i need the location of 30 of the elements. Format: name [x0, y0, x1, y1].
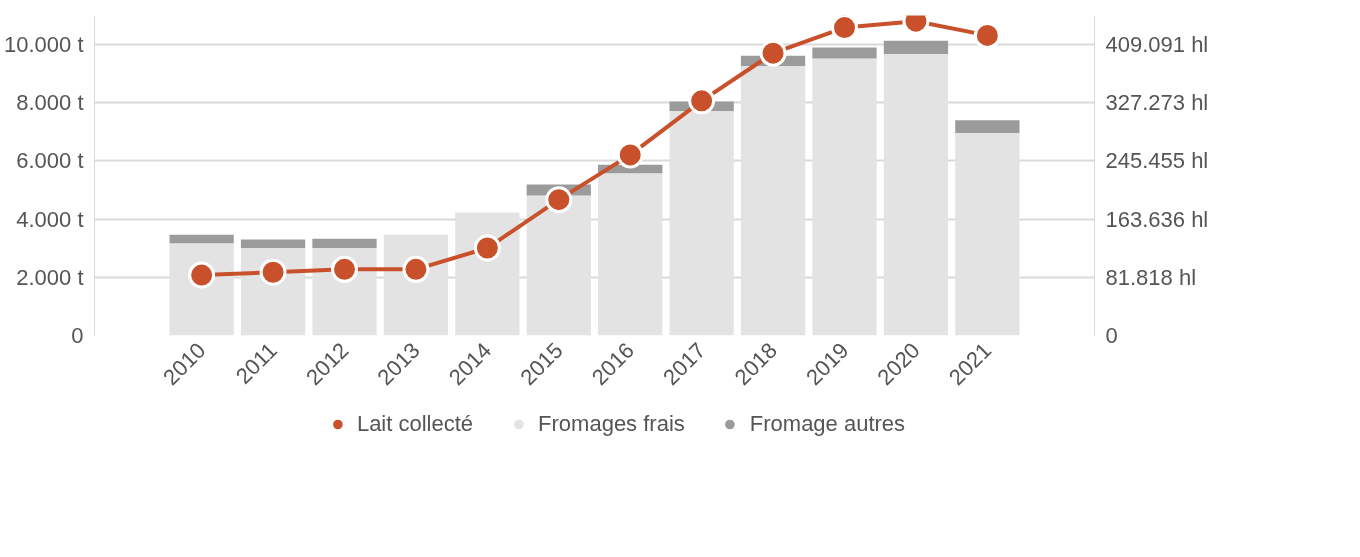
bar [312, 238, 377, 248]
point [473, 234, 501, 262]
y2-tick-label: 81.818 hl [1105, 264, 1197, 290]
bar [955, 120, 1020, 134]
y2-tick-label: 409.091 hl [1105, 32, 1209, 58]
y-tick-label: 2.000 t [16, 264, 84, 290]
point [331, 255, 358, 283]
bar [240, 239, 306, 248]
bar [812, 47, 877, 59]
y2-tick-label: 0 [1105, 323, 1118, 348]
y-tick-label: 8.000 t [16, 90, 84, 116]
y2-tick-label: 163.636 hl [1105, 206, 1209, 232]
point [616, 141, 644, 169]
legend-label: Lait collecté [356, 411, 474, 437]
point [188, 261, 216, 289]
bar [169, 234, 234, 244]
y-tick-label: 0 [71, 323, 84, 348]
y-tick-label: 4.000 t [16, 206, 84, 232]
point [259, 258, 287, 286]
y-tick-label: 10.000 t [3, 32, 84, 58]
legend-label: Fromage autres [749, 411, 906, 437]
point [688, 87, 716, 115]
y2-tick-label: 327.273 hl [1105, 90, 1209, 116]
point [402, 255, 430, 283]
point [545, 186, 573, 214]
point [759, 39, 787, 67]
legend-label: Fromages frais [538, 411, 685, 437]
y-tick-label: 6.000 t [16, 148, 84, 174]
bar [883, 40, 949, 54]
y2-tick-label: 245.455 hl [1105, 148, 1209, 174]
